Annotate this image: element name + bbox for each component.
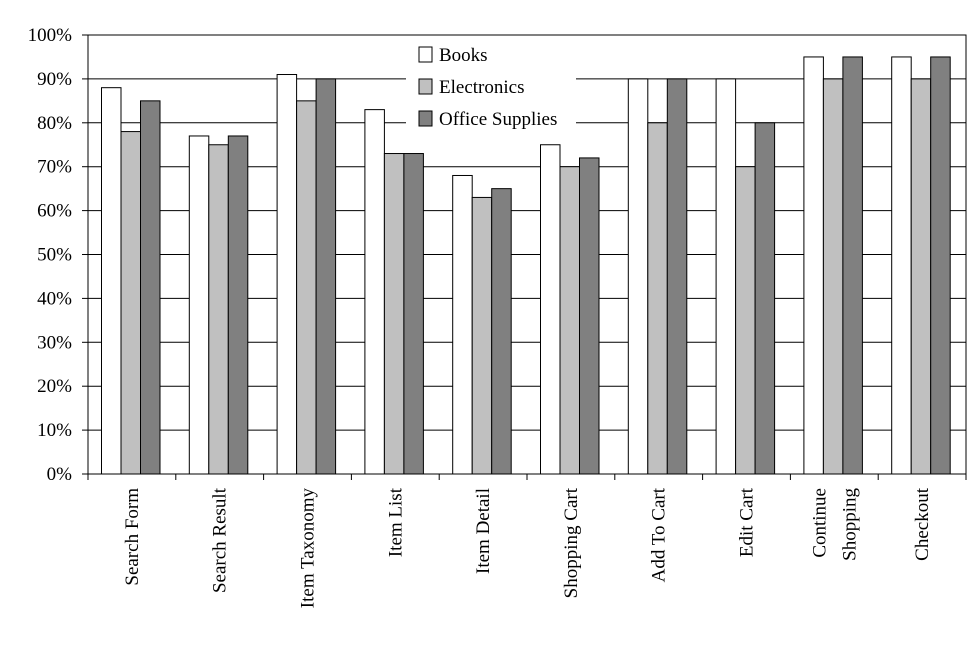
x-category-label: Edit Cart [737, 487, 758, 557]
x-category-label: Shopping Cart [561, 487, 582, 598]
bar-office-supplies [491, 188, 512, 475]
bar-electronics [735, 166, 756, 475]
y-axis: 0% 10% 20% 30% 40% 50% 60% 70% 80% 90% 100% [28, 25, 88, 485]
bar-office-supplies [140, 100, 161, 475]
legend-background [406, 37, 576, 135]
legend-label: Office Supplies [439, 109, 557, 130]
bar-books [452, 174, 473, 475]
x-category-label: Search Result [210, 487, 231, 593]
bar-office-supplies [842, 56, 863, 475]
bar-electronics [471, 196, 493, 475]
bar-electronics [910, 78, 932, 475]
bar-books [188, 135, 210, 475]
y-tick-label: 30% [37, 332, 72, 353]
x-category-label: Search Form [122, 488, 143, 586]
bar-electronics [296, 100, 317, 475]
x-category-label: Checkout [912, 487, 933, 561]
y-tick-label: 100% [28, 25, 73, 46]
bar-books [101, 87, 122, 475]
bar-electronics [559, 166, 580, 475]
bar-electronics [208, 144, 229, 475]
bar-books [364, 109, 385, 475]
bar-books [540, 144, 561, 475]
bar-books [276, 74, 298, 475]
x-category-label: Continue [809, 488, 830, 558]
legend-label: Electronics [439, 77, 524, 98]
bars [101, 56, 951, 475]
y-tick-label: 10% [37, 420, 72, 441]
y-tick-label: 60% [37, 201, 72, 222]
bar-office-supplies [579, 157, 600, 475]
bar-office-supplies [403, 153, 424, 475]
legend-swatch [418, 46, 433, 63]
y-tick-label: 20% [37, 376, 72, 397]
bar-books [891, 56, 912, 475]
x-category-label: Shopping [839, 488, 860, 561]
legend-swatch [418, 110, 433, 127]
bar-office-supplies [754, 122, 776, 475]
x-category-label: Item List [385, 487, 406, 557]
legend-swatch [418, 78, 433, 95]
x-category-label: Add To Cart [649, 487, 670, 582]
bar-office-supplies [930, 56, 951, 475]
bar-electronics [647, 122, 668, 475]
x-axis: Search Form Search Result Item Taxonomy Ite… [87, 474, 967, 609]
bar-office-supplies [666, 78, 688, 475]
bar-office-supplies [315, 78, 337, 475]
bar-electronics [383, 153, 405, 475]
y-tick-label: 80% [37, 113, 72, 134]
bar-books [715, 78, 737, 475]
bar-books [803, 56, 824, 475]
bar-electronics [822, 78, 844, 475]
bar-office-supplies [227, 135, 249, 475]
x-category-label: Item Detail [473, 488, 494, 574]
y-tick-label: 70% [37, 157, 72, 178]
y-tick-label: 90% [37, 69, 72, 90]
y-tick-label: 40% [37, 288, 72, 309]
y-tick-label: 50% [37, 245, 72, 266]
x-category-label: Item Taxonomy [298, 488, 319, 609]
legend-label: Books [439, 45, 488, 66]
bar-books [627, 78, 649, 475]
bar-electronics [120, 131, 141, 475]
legend: Books Electronics Office Supplies [406, 37, 576, 135]
y-tick-label: 0% [47, 464, 73, 485]
